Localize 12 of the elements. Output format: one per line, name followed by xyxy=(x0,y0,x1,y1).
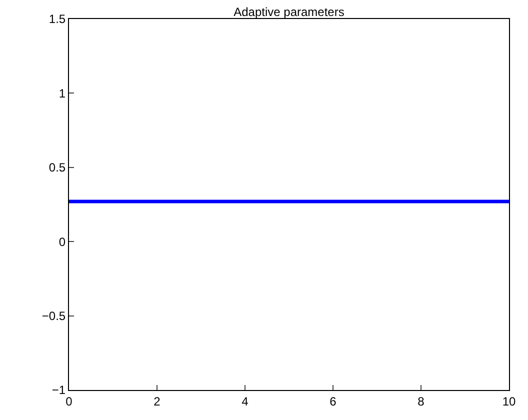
y-tick-label: −0.5 xyxy=(42,309,66,323)
y-tick-label: 1 xyxy=(58,86,66,100)
y-tick-label: 1.5 xyxy=(48,12,66,26)
x-tick-label: 4 xyxy=(242,394,249,408)
chart-title: Adaptive parameters xyxy=(234,5,344,19)
y-tick-label: 0 xyxy=(58,234,66,249)
x-tick-label: 6 xyxy=(330,394,337,408)
x-tick-label: 8 xyxy=(418,394,425,408)
x-tick-label: 10 xyxy=(502,394,516,408)
y-tick-label: 0.5 xyxy=(48,160,66,175)
x-tick-label: 2 xyxy=(154,394,161,408)
y-tick-label: −1 xyxy=(52,383,66,398)
